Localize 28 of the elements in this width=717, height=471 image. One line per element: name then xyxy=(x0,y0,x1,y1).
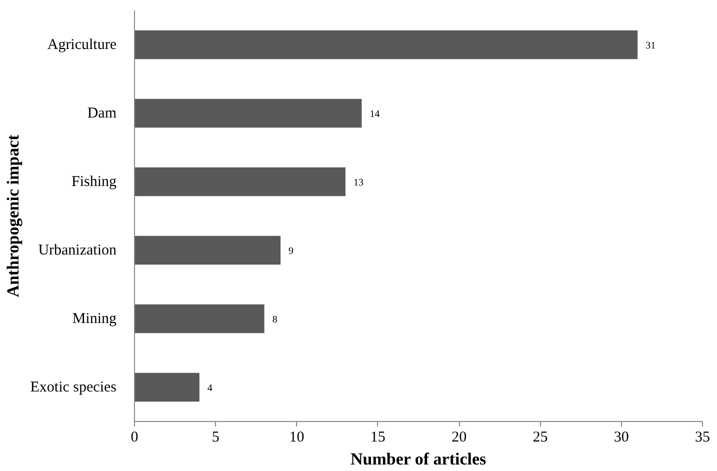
data-label: 13 xyxy=(353,177,364,188)
data-label: 9 xyxy=(288,246,294,257)
y-tick-label: Agriculture xyxy=(47,36,117,53)
x-tick-label: 25 xyxy=(532,430,548,446)
bar xyxy=(134,372,200,402)
y-tick-label: Mining xyxy=(72,310,117,327)
x-tick-label: 10 xyxy=(289,430,304,446)
x-axis-title: Number of articles xyxy=(350,450,487,468)
data-label: 31 xyxy=(646,40,656,52)
x-tick-label: 15 xyxy=(370,430,386,446)
data-label: 14 xyxy=(370,108,380,120)
data-label: 4 xyxy=(207,382,212,394)
bar xyxy=(134,167,346,196)
x-tick-label: 20 xyxy=(452,430,467,446)
y-tick-label: Fishing xyxy=(71,174,117,190)
bar xyxy=(134,304,264,334)
bar xyxy=(134,98,362,128)
y-tick-label: Urbanization xyxy=(38,242,117,258)
bar xyxy=(134,30,638,60)
x-tick-label: 35 xyxy=(695,430,710,446)
y-axis-title: Anthropogenic impact xyxy=(3,134,22,298)
x-tick-label: 30 xyxy=(614,430,629,446)
y-tick-label: Dam xyxy=(87,105,117,122)
y-tick-label: Exotic species xyxy=(30,379,117,396)
data-label: 8 xyxy=(272,314,278,326)
x-tick-label: 5 xyxy=(212,430,220,446)
bar xyxy=(134,236,281,265)
x-tick-label: 0 xyxy=(130,430,138,446)
